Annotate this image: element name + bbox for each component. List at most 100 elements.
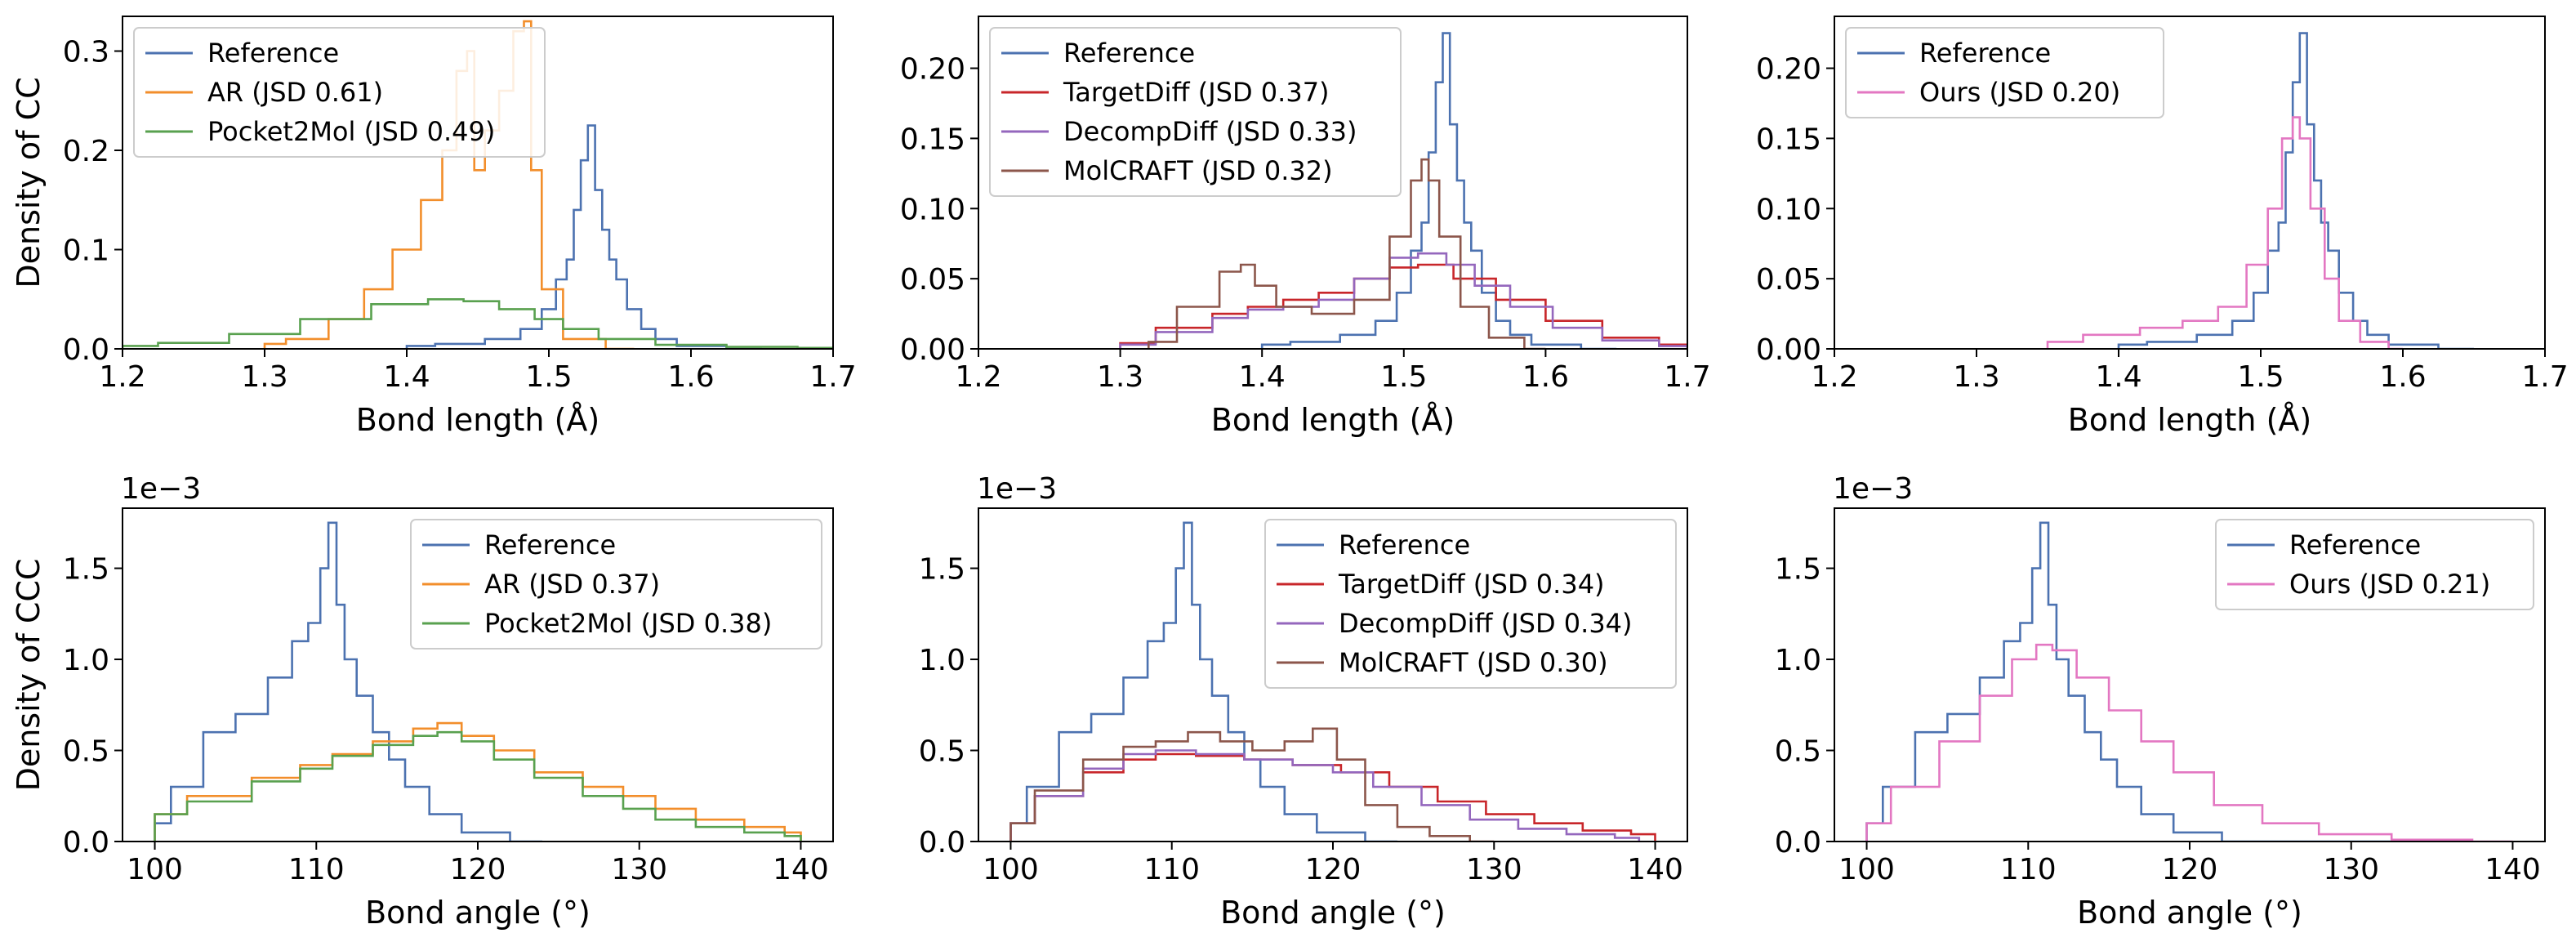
legend-entry: TargetDiff (JSD 0.37) (1063, 77, 1330, 108)
legend-entry: Reference (207, 38, 339, 69)
x-tick-label: 140 (773, 853, 829, 886)
y-tick-label: 0.10 (900, 193, 965, 226)
panel-top-middle: 1.2 1.3 1.4 1.5 1.6 1.7 0.00 0.05 0.10 0.15 0.20 Bo… (900, 16, 1711, 438)
legend-entry: Reference (1339, 529, 1470, 560)
axes-frame (1834, 16, 2546, 350)
axis-offset-text: 1e−3 (1833, 472, 1913, 506)
legend-entry: Ours (JSD 0.21) (2289, 569, 2490, 600)
x-tick-label: 1.3 (1097, 360, 1143, 394)
y-tick-label: 0.10 (1756, 193, 1821, 226)
series-group (2046, 32, 2474, 349)
series-line-reference (405, 124, 762, 349)
x-tick-label: 120 (2162, 853, 2218, 886)
x-tick-label: 1.2 (99, 360, 145, 394)
legend-box (410, 519, 822, 650)
x-tick-label: 1.3 (241, 360, 287, 394)
series-line-ours (1865, 643, 2513, 842)
legend-entry: DecompDiff (JSD 0.34) (1339, 608, 1633, 639)
panel-bottom-right: 100 110 120 130 140 0.0 0.5 1.0 1.5 1e−3 Bond angl… (1775, 472, 2546, 931)
series-group (154, 521, 802, 842)
x-tick-label: 110 (1143, 853, 1200, 886)
legend: Reference AR (JSD 0.37) Pocket2Mol (JSD 0.… (410, 519, 822, 650)
x-tick-label: 1.6 (2379, 360, 2426, 394)
y-tick-label: 0.0 (1775, 826, 1821, 859)
x-tick-label: 1.5 (1380, 360, 1427, 394)
series-line-molcraft (1009, 727, 1495, 842)
x-tick-label: 1.6 (667, 360, 714, 394)
legend: Reference TargetDiff (JSD 0.37) DecompDiff… (989, 27, 1402, 197)
legend-box (2215, 519, 2534, 610)
legend-entry: Reference (1919, 38, 2051, 69)
y-tick-label: 0.05 (900, 263, 965, 297)
x-tick-label: 1.4 (2095, 360, 2141, 394)
series-line-reference (1865, 521, 2449, 842)
legend-entry: Ours (JSD 0.20) (1919, 77, 2120, 108)
legend-entry: AR (JSD 0.61) (207, 77, 383, 108)
y-tick-label: 0.5 (63, 735, 109, 769)
y-tick-label: 0.00 (900, 333, 965, 367)
y-tick-label: 0.1 (63, 234, 109, 268)
legend: Reference Ours (JSD 0.20) (1845, 27, 2164, 118)
x-tick-label: 1.2 (955, 360, 1001, 394)
series-line-reference (154, 521, 543, 842)
x-tick-label: 1.6 (1522, 360, 1569, 394)
y-tick-label: 0.0 (919, 826, 965, 859)
series-line-reference (1009, 521, 1397, 842)
series-line-pocket2mol (154, 730, 802, 842)
y-tick-label: 0.5 (919, 735, 965, 769)
y-tick-label: 1.5 (1775, 553, 1821, 587)
legend-entry: Pocket2Mol (JSD 0.38) (484, 608, 772, 639)
y-tick-label: 0.05 (1756, 263, 1821, 297)
panel-top-left: 1.2 1.3 1.4 1.5 1.6 1.7 0.0 0.1 0.2 0.3 Bond lengt… (11, 16, 857, 438)
legend-entry: MolCRAFT (JSD 0.32) (1063, 155, 1333, 186)
y-tick-label: 1.5 (63, 553, 109, 587)
x-tick-label: 130 (611, 853, 667, 886)
series-line-reference (2117, 32, 2474, 349)
series-line-ar (154, 721, 802, 842)
y-tick-label: 0.20 (900, 53, 965, 87)
x-axis-label: Bond angle (°) (365, 895, 591, 931)
legend-entry: Reference (484, 529, 616, 560)
y-axis-label: Density of CC (11, 77, 47, 288)
x-tick-label: 1.4 (383, 360, 430, 394)
y-tick-label: 0.00 (1756, 333, 1821, 367)
x-tick-label: 1.7 (1664, 360, 1710, 394)
y-tick-label: 0.20 (1756, 53, 1821, 87)
x-tick-label: 1.5 (2237, 360, 2284, 394)
x-tick-label: 1.7 (809, 360, 856, 394)
series-line-decompdiff (1119, 252, 1687, 349)
x-tick-label: 130 (1466, 853, 1522, 886)
x-tick-label: 140 (2485, 853, 2541, 886)
x-tick-label: 1.4 (1239, 360, 1286, 394)
y-tick-label: 0.0 (63, 333, 109, 367)
y-tick-label: 1.0 (63, 644, 109, 677)
panel-bottom-left: 100 110 120 130 140 0.0 0.5 1.0 1.5 1e−3 Bond angl… (11, 472, 834, 931)
series-group (1865, 521, 2513, 842)
x-tick-label: 110 (2000, 853, 2057, 886)
axes-frame (122, 16, 834, 350)
legend-entry: Reference (2289, 529, 2421, 560)
x-tick-label: 110 (288, 853, 345, 886)
panel-bottom-middle: 100 110 120 130 140 0.0 0.5 1.0 1.5 1e−3 Bond angl… (919, 472, 1688, 931)
y-tick-label: 0.0 (63, 826, 109, 859)
x-tick-label: 1.2 (1811, 360, 1857, 394)
x-tick-label: 130 (2323, 853, 2379, 886)
series-line-pocket2mol (123, 298, 833, 349)
x-axis-label: Bond angle (°) (2077, 895, 2302, 931)
x-tick-label: 1.3 (1953, 360, 1999, 394)
legend-box (1845, 27, 2164, 118)
y-tick-label: 0.15 (1756, 123, 1821, 156)
legend-entry: DecompDiff (JSD 0.33) (1063, 116, 1357, 147)
legend: Reference TargetDiff (JSD 0.34) DecompDiff… (1264, 519, 1677, 689)
legend-entry: TargetDiff (JSD 0.34) (1338, 569, 1605, 600)
y-tick-label: 1.0 (919, 644, 965, 677)
series-line-reference (1260, 32, 1617, 349)
y-axis-label: Density of CCC (11, 559, 47, 792)
legend-box (989, 27, 1402, 197)
legend-entry: Pocket2Mol (JSD 0.49) (207, 116, 495, 147)
series-line-molcraft (1148, 158, 1546, 349)
x-tick-label: 100 (983, 853, 1039, 886)
y-tick-label: 1.0 (1775, 644, 1821, 677)
x-axis-label: Bond angle (°) (1220, 895, 1446, 931)
